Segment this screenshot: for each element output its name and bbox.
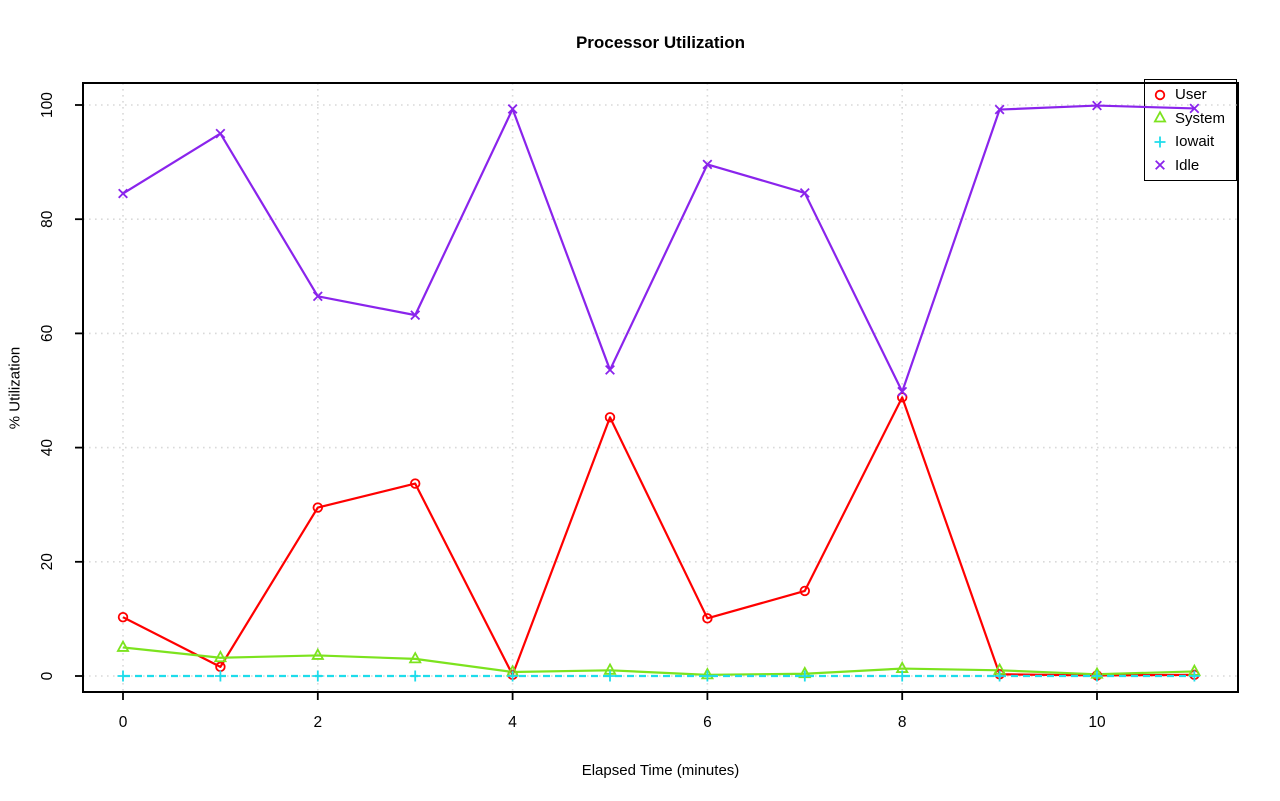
x-axis-title: Elapsed Time (minutes) [581,762,740,779]
user-circle-marker-icon [1154,89,1166,100]
legend: User System Iowait Idle [1144,79,1237,181]
svg-text:0: 0 [119,714,128,731]
svg-text:2: 2 [313,714,322,731]
svg-text:8: 8 [898,714,907,731]
svg-text:40: 40 [39,439,56,457]
svg-text:6: 6 [703,714,712,731]
chart-title: Processor Utilization [575,33,746,52]
legend-label-user: User [1175,86,1207,104]
y-axis-title: % Utilization [6,346,24,430]
svg-text:100: 100 [39,92,56,118]
legend-item-iowait: Iowait [1150,131,1236,153]
legend-item-idle: Idle [1150,154,1236,176]
system-triangle-marker-icon [1153,110,1167,123]
legend-item-system: System [1150,107,1236,129]
svg-text:80: 80 [39,210,56,228]
legend-label-system: System [1175,109,1226,127]
svg-text:0: 0 [39,671,56,680]
svg-text:60: 60 [39,324,56,342]
legend-item-user: User [1150,84,1236,106]
idle-x-marker-icon [1155,160,1165,171]
svg-text:20: 20 [39,553,56,571]
svg-text:4: 4 [508,714,517,731]
iowait-plus-marker-icon [1154,136,1166,148]
legend-label-iowait: Iowait [1175,133,1215,151]
svg-text:10: 10 [1088,714,1106,731]
legend-label-idle: Idle [1175,156,1200,174]
